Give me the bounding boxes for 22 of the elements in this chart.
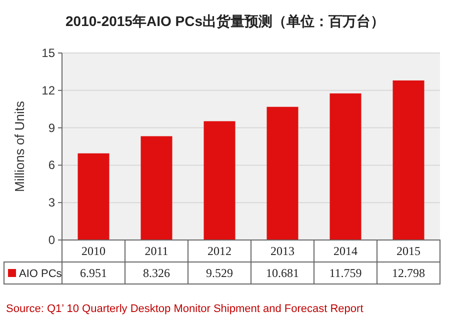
data-label: 9.529 (206, 266, 233, 280)
x-tick-label: 2010 (82, 244, 106, 258)
y-axis-title: Millions of Units (12, 100, 27, 192)
y-tick-label: 0 (48, 233, 56, 247)
legend-label: AIO PCs (19, 268, 62, 280)
data-label: 6.951 (80, 266, 107, 280)
data-label: 12.798 (392, 266, 425, 280)
x-tick-label: 2012 (208, 244, 232, 258)
y-tick-label: 6 (48, 158, 56, 172)
data-label: 11.759 (329, 266, 362, 280)
y-tick-label: 9 (48, 120, 56, 135)
title: 2010-2015年AIO PCs出货量预测（单位：百万台） (66, 13, 384, 29)
y-tick-label: 3 (48, 196, 56, 210)
data-label: 10.681 (266, 266, 299, 280)
x-tick-label: 2013 (270, 244, 294, 258)
x-tick-label: 2015 (396, 244, 420, 258)
y-tick-label: 12 (42, 83, 56, 98)
data-label: 8.326 (143, 266, 170, 280)
x-tick-label: 2014 (334, 244, 358, 258)
source-note: Source: Q1’ 10 Quarterly Desktop Monitor Shipment and Forecast Report (6, 303, 364, 315)
y-tick-label: 15 (42, 46, 56, 60)
x-tick-label: 2011 (144, 244, 168, 258)
